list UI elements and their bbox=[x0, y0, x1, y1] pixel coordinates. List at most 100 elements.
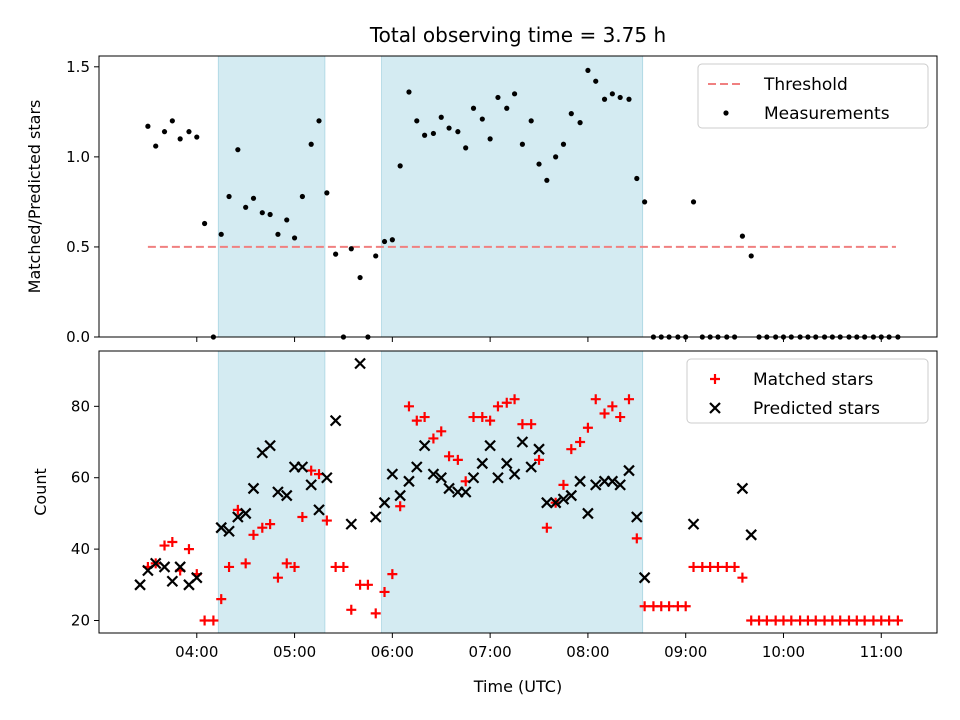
data-point bbox=[593, 78, 599, 84]
data-point bbox=[638, 571, 651, 584]
data-point bbox=[427, 468, 440, 480]
y-axis-label: Matched/Predicted stars bbox=[25, 100, 44, 294]
data-point bbox=[226, 193, 232, 200]
data-point bbox=[688, 561, 699, 572]
legend: Matched stars Predicted stars bbox=[686, 358, 929, 424]
data-point bbox=[590, 394, 601, 405]
data-point bbox=[525, 461, 537, 473]
data-point bbox=[574, 475, 586, 488]
data-point bbox=[281, 558, 292, 569]
data-point bbox=[585, 67, 591, 74]
axes-frame bbox=[98, 350, 938, 634]
data-point bbox=[468, 412, 479, 423]
x-tick-label: 09:00 bbox=[664, 643, 707, 661]
data-point bbox=[321, 515, 332, 526]
data-point bbox=[406, 89, 412, 95]
shaded-interval bbox=[217, 350, 326, 634]
data-point bbox=[265, 519, 276, 530]
data-point bbox=[167, 536, 178, 547]
data-point bbox=[892, 615, 903, 626]
data-point bbox=[599, 408, 610, 419]
data-point bbox=[264, 439, 276, 452]
data-point bbox=[541, 496, 553, 509]
data-point bbox=[560, 141, 567, 147]
legend-box bbox=[697, 63, 929, 129]
data-point bbox=[582, 422, 593, 433]
data-point bbox=[202, 220, 208, 227]
data-point bbox=[199, 615, 210, 626]
data-point bbox=[218, 231, 224, 237]
data-point bbox=[631, 511, 643, 523]
data-point bbox=[712, 561, 723, 572]
data-point bbox=[145, 123, 151, 129]
data-point bbox=[736, 482, 749, 495]
data-point bbox=[484, 439, 496, 452]
data-point bbox=[166, 575, 179, 588]
data-point bbox=[240, 558, 251, 569]
data-point bbox=[411, 415, 422, 426]
data-point bbox=[476, 457, 489, 470]
x-tick-label: 10:00 bbox=[762, 643, 805, 661]
data-point bbox=[615, 412, 626, 423]
y-tick-label: 40 bbox=[71, 540, 90, 558]
data-point bbox=[208, 615, 219, 626]
data-point bbox=[403, 475, 415, 488]
data-point bbox=[239, 507, 252, 520]
data-point bbox=[257, 522, 268, 533]
data-point bbox=[680, 601, 691, 612]
y-tick-label: 0.5 bbox=[66, 238, 90, 256]
data-point bbox=[664, 601, 675, 612]
data-point bbox=[373, 253, 379, 259]
data-point bbox=[479, 116, 485, 122]
data-point bbox=[313, 504, 325, 516]
data-point bbox=[248, 529, 259, 540]
data-point bbox=[582, 507, 594, 520]
data-point bbox=[418, 439, 431, 452]
legend-label: Predicted stars bbox=[753, 399, 880, 419]
figure-title: Total observing time = 3.75 h bbox=[369, 23, 666, 47]
data-point bbox=[544, 177, 550, 183]
x-tick-label: 08:00 bbox=[566, 643, 609, 661]
data-point bbox=[549, 496, 562, 509]
data-point bbox=[558, 479, 569, 490]
legend-swatch bbox=[709, 402, 721, 414]
legend-swatch bbox=[723, 110, 729, 116]
data-point bbox=[428, 433, 439, 444]
data-point bbox=[387, 569, 398, 580]
y-tick-label: 20 bbox=[71, 612, 90, 630]
legend-label: Matched stars bbox=[753, 370, 873, 390]
data-point bbox=[687, 518, 700, 530]
data-point bbox=[606, 475, 619, 488]
data-point bbox=[215, 521, 228, 534]
data-point bbox=[739, 233, 746, 239]
data-point bbox=[259, 210, 265, 216]
data-point bbox=[379, 586, 390, 597]
data-point bbox=[729, 561, 740, 572]
data-point bbox=[174, 561, 186, 573]
data-point bbox=[370, 608, 381, 619]
y-tick-label: 1.0 bbox=[66, 148, 90, 166]
data-point bbox=[414, 118, 420, 124]
data-point bbox=[835, 615, 846, 626]
data-point bbox=[639, 601, 650, 612]
data-point bbox=[435, 471, 448, 484]
x-tick-label: 06:00 bbox=[371, 643, 414, 661]
data-point bbox=[389, 237, 395, 243]
data-point bbox=[159, 540, 170, 551]
data-point bbox=[517, 419, 528, 430]
data-point bbox=[589, 479, 602, 491]
legend-box bbox=[686, 358, 929, 424]
data-point bbox=[737, 572, 748, 583]
data-point bbox=[338, 561, 349, 572]
data-point bbox=[487, 136, 493, 142]
data-point bbox=[617, 94, 623, 101]
series-predicted-stars bbox=[134, 357, 757, 591]
data-point bbox=[516, 436, 529, 448]
x-tick-label: 11:00 bbox=[860, 643, 903, 661]
data-point bbox=[134, 579, 146, 591]
data-point bbox=[575, 437, 586, 448]
data-point bbox=[495, 94, 501, 101]
data-point bbox=[467, 471, 480, 484]
count-panel: 20 40 60 80 04:00 05:00 06:00 07:00 08:00 09:00 10… bbox=[31, 350, 938, 661]
data-point bbox=[884, 615, 895, 626]
